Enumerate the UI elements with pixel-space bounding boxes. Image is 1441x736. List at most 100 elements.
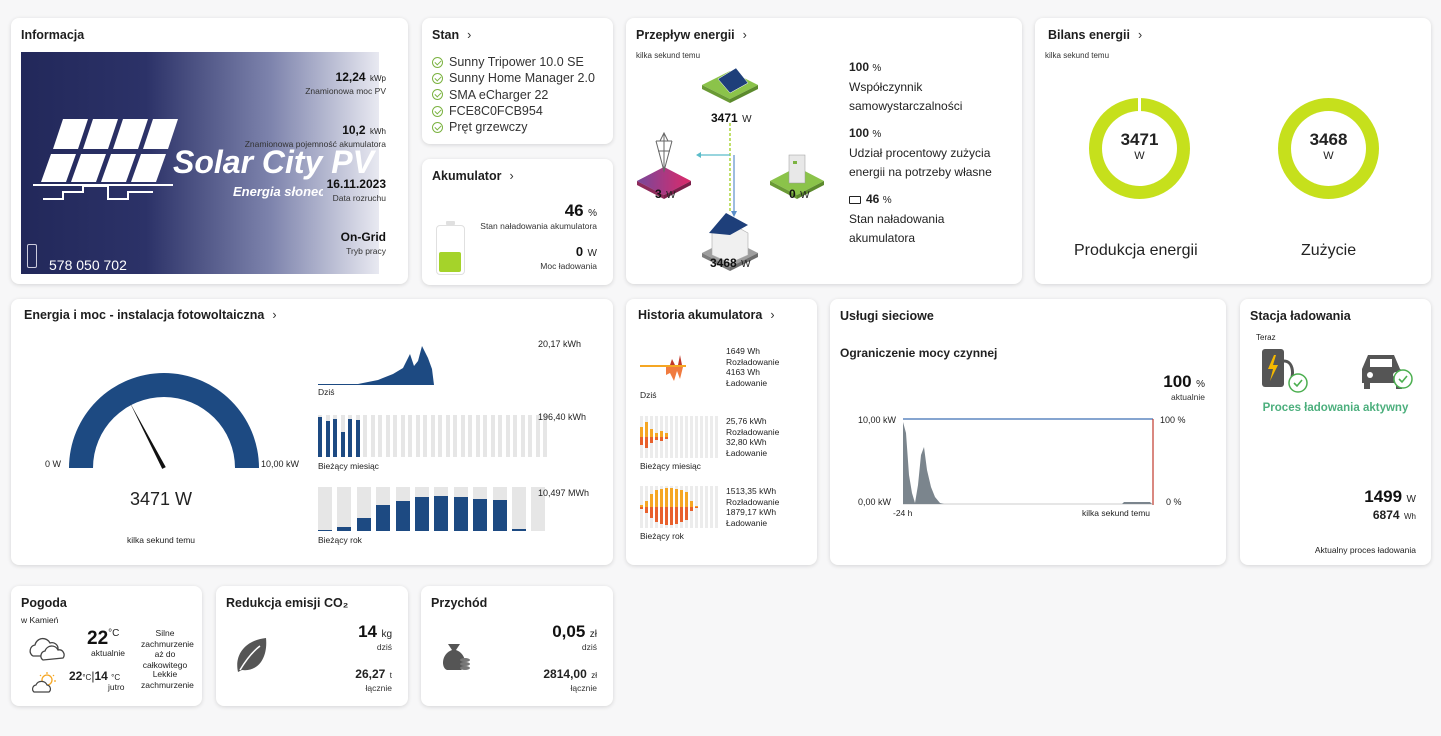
status-card[interactable]: Stan › Sunny Tripower 10.0 SE Sunny Home M… xyxy=(422,18,613,144)
y-axis-bottom-label: 0,00 kW xyxy=(858,497,892,507)
history-today-chart xyxy=(640,355,686,381)
flow-card[interactable]: Przepływ energii › kilka sekund temu 3471… xyxy=(626,18,1022,284)
logo-slogan: Energia słoneczna xyxy=(233,184,323,199)
battery-capacity: 10,2 kWh Znamionowa pojemność akumulator… xyxy=(245,121,386,149)
battery-title[interactable]: Akumulator › xyxy=(432,169,514,183)
charging-energy-value: 6874 xyxy=(1372,508,1400,522)
battery-capacity-unit: kWh xyxy=(370,127,386,136)
tomorrow-min: 14 xyxy=(94,669,108,683)
co2-today-unit: kg xyxy=(381,629,392,640)
soc-label: Stan naładowania akumulatora xyxy=(849,212,945,245)
bar-background xyxy=(400,415,405,457)
history-charge-bar xyxy=(690,500,693,507)
bar-background xyxy=(337,487,352,531)
year-value: 10,497 MWh xyxy=(538,488,590,498)
revenue-today-label: dziś xyxy=(581,642,597,652)
bar-background xyxy=(378,415,382,457)
bar-background xyxy=(318,487,332,531)
battery-tile xyxy=(770,154,824,199)
history-charge-bar xyxy=(685,492,688,507)
charging-power-value: 1499 xyxy=(1364,487,1403,506)
temp-now: 22°C xyxy=(87,628,119,650)
device-name: Sunny Tripower 10.0 SE xyxy=(449,55,584,69)
mode-value: On-Grid xyxy=(340,230,386,244)
today-label: Dziś xyxy=(318,387,335,397)
battery-charge-label: Stan naładowania akumulatora xyxy=(480,221,597,231)
bar xyxy=(453,497,468,531)
bar-background xyxy=(423,415,427,457)
history-charge-bar xyxy=(660,489,663,507)
bar-background xyxy=(520,415,525,457)
battery-history-title[interactable]: Historia akumulatora › xyxy=(638,308,775,322)
self-sufficiency-unit: % xyxy=(872,63,882,74)
history-discharge-bar xyxy=(685,507,688,520)
chevron-right-icon[interactable]: › xyxy=(1137,28,1143,42)
pv-energy-card[interactable]: Energia i moc - instalacja fotowoltaiczn… xyxy=(11,299,613,565)
balance-card[interactable]: Bilans energii › kilka sekund temu 3471 W… xyxy=(1035,18,1431,284)
battery-history-card[interactable]: Historia akumulatora › Dziś 1649 Wh Rozła… xyxy=(626,299,817,565)
revenue-total-label: łącznie xyxy=(570,683,597,693)
history-charge-bar xyxy=(660,430,663,437)
start-date: 16.11.2023 Data rozruchu xyxy=(327,175,386,203)
pv-energy-updated: kilka sekund temu xyxy=(127,535,196,545)
history-year-label: Bieżący rok xyxy=(640,531,684,541)
gauge-max-label: 10,00 kW xyxy=(261,459,300,469)
start-date-label: Data rozruchu xyxy=(332,193,386,203)
history-discharge-bar xyxy=(670,507,673,525)
flow-house: 3468 W xyxy=(710,254,751,272)
tomorrow-label: jutro xyxy=(108,682,125,692)
gauge-needle xyxy=(129,401,166,469)
bar xyxy=(333,419,337,457)
device-name: SMA eCharger 22 xyxy=(449,87,549,102)
bar-background xyxy=(490,415,495,457)
charging-footer: Aktualny proces ładowania xyxy=(1314,545,1416,555)
flow-grid-unit: W xyxy=(666,190,676,201)
weather-desc-tomorrow: Lekkie zachmurzenie xyxy=(141,669,194,690)
chevron-right-icon[interactable]: › xyxy=(467,28,472,42)
history-charge-bar xyxy=(655,490,658,507)
chevron-right-icon[interactable]: › xyxy=(742,28,747,42)
battery-capacity-label: Znamionowa pojemność akumulatora xyxy=(244,139,386,149)
pv-energy-title[interactable]: Energia i moc - instalacja fotowoltaiczn… xyxy=(24,308,277,322)
history-discharge-bar xyxy=(655,507,658,522)
grid-services-title: Usługi sieciowe xyxy=(840,309,934,323)
history-bar-background xyxy=(715,416,718,458)
history-bar-background xyxy=(675,416,678,458)
operation-mode: On-Grid Tryb pracy xyxy=(341,228,386,256)
chevron-right-icon[interactable]: › xyxy=(509,169,514,183)
logo-name: Solar City PV xyxy=(173,144,374,180)
bar-background xyxy=(498,415,502,457)
device-item: Pręt grzewczy xyxy=(432,119,595,135)
device-name: FCE8C0FCB954 xyxy=(449,103,543,118)
production-label: Produkcja energii xyxy=(1074,242,1198,259)
history-discharge-bar xyxy=(640,507,643,510)
status-title-text: Stan xyxy=(432,28,460,42)
history-month-label: Bieżący miesiąc xyxy=(640,461,701,471)
balance-title[interactable]: Bilans energii › xyxy=(1048,28,1142,42)
battery-power: 0 W Moc ładowania xyxy=(540,243,597,271)
battery-card[interactable]: Akumulator › 46 % Stan naładowania akumul… xyxy=(422,159,613,285)
charging-card[interactable]: Stacja ładowania Teraz Proces ładowania … xyxy=(1240,299,1431,565)
self-consumption-unit: % xyxy=(872,129,882,140)
bar xyxy=(325,421,330,457)
grid-services-card[interactable]: Usługi sieciowe Ograniczenie mocy czynne… xyxy=(830,299,1226,565)
year-chart xyxy=(318,487,550,531)
co2-total-value: 26,27 xyxy=(355,667,386,681)
cloudy-icon xyxy=(29,637,65,661)
check-circle-icon xyxy=(432,121,443,133)
bar xyxy=(356,518,371,531)
bar xyxy=(340,432,345,457)
battery-small-icon xyxy=(849,195,861,204)
bar xyxy=(376,505,391,531)
bar-background xyxy=(408,415,412,457)
bar-background xyxy=(535,415,540,457)
temp-now-unit: °C xyxy=(108,628,120,639)
power-limit-chart xyxy=(903,418,1154,505)
chevron-right-icon[interactable]: › xyxy=(272,308,277,322)
history-charge-bar xyxy=(640,504,643,507)
chevron-right-icon[interactable]: › xyxy=(770,308,775,322)
flow-house-value: 3468 xyxy=(710,256,737,270)
status-title[interactable]: Stan › xyxy=(432,28,471,42)
flow-title[interactable]: Przepływ energii › xyxy=(636,28,747,42)
bar-background xyxy=(415,415,420,457)
